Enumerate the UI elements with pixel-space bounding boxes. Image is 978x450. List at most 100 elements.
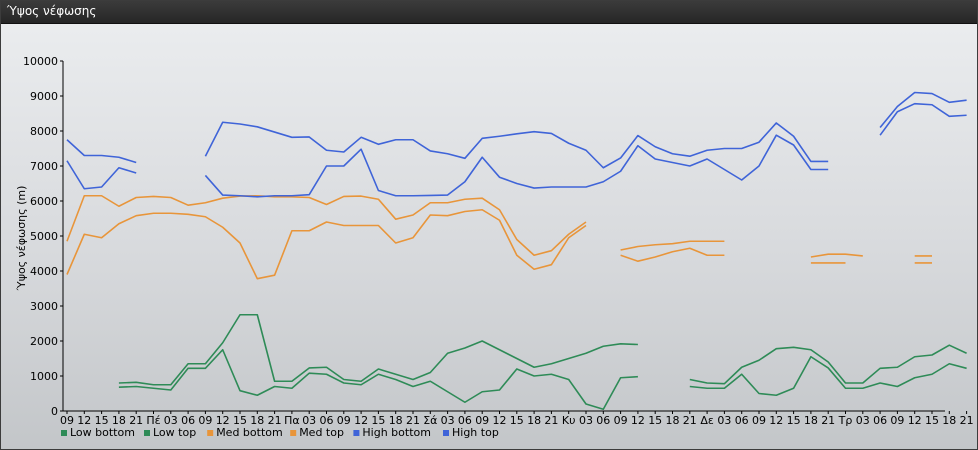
y-ticks: 0 1000 2000 3000 4000 5000 6000 7000 8000 9000 100… xyxy=(23,55,63,418)
series-line-med-bottom xyxy=(66,208,587,280)
x-tick-label: 18 xyxy=(942,414,956,427)
x-tick-label: 21 xyxy=(268,414,282,427)
legend-label-low-top: Low top xyxy=(153,426,196,439)
x-tick-label: 09 xyxy=(198,414,212,427)
x-tick-label: 03 xyxy=(302,414,316,427)
x-tick-label: 06 xyxy=(458,414,472,427)
legend: Low bottom Low top Med bottom Med top High b… xyxy=(61,426,499,439)
x-tick-label: 18 xyxy=(666,414,680,427)
x-tick-label: 12 xyxy=(216,414,230,427)
series-line-high-bottom xyxy=(879,102,967,136)
series-line-low-bottom xyxy=(118,348,638,411)
x-tick-label: 18 xyxy=(389,414,403,427)
x-tick-label: Δε xyxy=(700,414,714,427)
y-tick-label: 1000 xyxy=(30,370,58,383)
y-tick-label: 7000 xyxy=(30,160,58,173)
x-tick-label: 09 xyxy=(752,414,766,427)
y-tick-label: 3000 xyxy=(30,300,58,313)
legend-label-low-bottom: Low bottom xyxy=(70,426,135,439)
x-tick-label: 21 xyxy=(129,414,143,427)
x-tick-label: 21 xyxy=(544,414,558,427)
x-tick-label: 09 xyxy=(337,414,351,427)
x-tick-label: 06 xyxy=(596,414,610,427)
x-tick-label: 03 xyxy=(164,414,178,427)
x-tick-label: 03 xyxy=(717,414,731,427)
x-tick-label: 06 xyxy=(320,414,334,427)
y-tick-label: 4000 xyxy=(30,265,58,278)
x-tick-label: 12 xyxy=(631,414,645,427)
x-tick-label: 18 xyxy=(804,414,818,427)
x-tick-label: Πέ xyxy=(146,414,160,427)
x-tick-label: 09 xyxy=(614,414,628,427)
legend-swatch-low-top xyxy=(144,430,150,436)
y-axis-label: Ύψος νέφωσης (m) xyxy=(15,186,28,292)
legend-swatch-med-bottom xyxy=(207,430,214,436)
y-tick-label: 0 xyxy=(51,405,58,418)
legend-swatch-high-bottom xyxy=(353,430,360,436)
x-tick-label: 15 xyxy=(510,414,524,427)
title-bar: Ύψος νέφωσης xyxy=(1,1,977,24)
x-ticks: 09 12 15 18 21 Πέ 03 06 09 12 15 18 21 Πα 03 06 09 12 15 18… xyxy=(60,411,974,427)
legend-swatch-med-top xyxy=(290,430,297,436)
series-line-low-top xyxy=(689,344,967,385)
series-line-high-bottom xyxy=(66,160,137,190)
x-tick-label: 21 xyxy=(683,414,697,427)
y-tick-label: 5000 xyxy=(30,230,58,243)
x-tick-label: 06 xyxy=(181,414,195,427)
x-tick-label: 12 xyxy=(908,414,922,427)
x-tick-label: 15 xyxy=(787,414,801,427)
x-tick-label: Τρ xyxy=(838,414,853,427)
legend-label-med-bottom: Med bottom xyxy=(216,426,283,439)
series-line-high-top xyxy=(66,139,137,164)
x-tick-label: 21 xyxy=(960,414,974,427)
series-line-med-top xyxy=(810,253,863,258)
x-tick-label: 18 xyxy=(527,414,541,427)
x-tick-label: 15 xyxy=(95,414,109,427)
legend-label-high-top: High top xyxy=(452,426,499,439)
x-tick-label: 12 xyxy=(354,414,368,427)
x-tick-label: 15 xyxy=(648,414,662,427)
x-tick-label: 03 xyxy=(856,414,870,427)
legend-label-med-top: Med top xyxy=(299,426,344,439)
series-line-high-top xyxy=(204,121,829,169)
y-tick-label: 10000 xyxy=(23,55,58,68)
series-line-high-top xyxy=(879,91,967,129)
x-tick-label: 21 xyxy=(406,414,420,427)
series-line-med-bottom xyxy=(620,247,725,263)
legend-label-high-bottom: High bottom xyxy=(362,426,431,439)
series-line-low-top xyxy=(118,313,638,386)
x-tick-label: 09 xyxy=(60,414,74,427)
x-tick-label: 03 xyxy=(441,414,455,427)
series-line-med-top xyxy=(66,194,587,257)
y-tick-label: 9000 xyxy=(30,90,58,103)
legend-swatch-high-top xyxy=(443,430,449,436)
legend-swatch-low-bottom xyxy=(61,430,67,436)
x-tick-label: 15 xyxy=(233,414,247,427)
x-tick-label: 18 xyxy=(250,414,264,427)
x-tick-label: 15 xyxy=(371,414,385,427)
x-tick-label: Κυ xyxy=(562,414,576,427)
x-tick-label: 21 xyxy=(821,414,835,427)
x-tick-label: 12 xyxy=(769,414,783,427)
series-line-low-bottom xyxy=(689,355,967,397)
x-tick-label: Σά xyxy=(423,414,437,427)
x-tick-label: 12 xyxy=(77,414,91,427)
x-tick-label: Πα xyxy=(284,414,300,427)
x-tick-label: 03 xyxy=(579,414,593,427)
x-tick-label: 18 xyxy=(112,414,126,427)
x-tick-label: 15 xyxy=(925,414,939,427)
x-tick-label: 06 xyxy=(873,414,887,427)
series-line-med-top xyxy=(620,240,725,251)
x-tick-label: 12 xyxy=(493,414,507,427)
series-group xyxy=(66,91,967,411)
series-line-high-bottom xyxy=(204,134,829,198)
x-tick-label: 09 xyxy=(890,414,904,427)
y-tick-label: 2000 xyxy=(30,335,58,348)
x-tick-label: 09 xyxy=(475,414,489,427)
y-tick-label: 6000 xyxy=(30,195,58,208)
x-tick-label: 06 xyxy=(735,414,749,427)
window-title: Ύψος νέφωσης xyxy=(7,4,97,18)
y-tick-label: 8000 xyxy=(30,125,58,138)
